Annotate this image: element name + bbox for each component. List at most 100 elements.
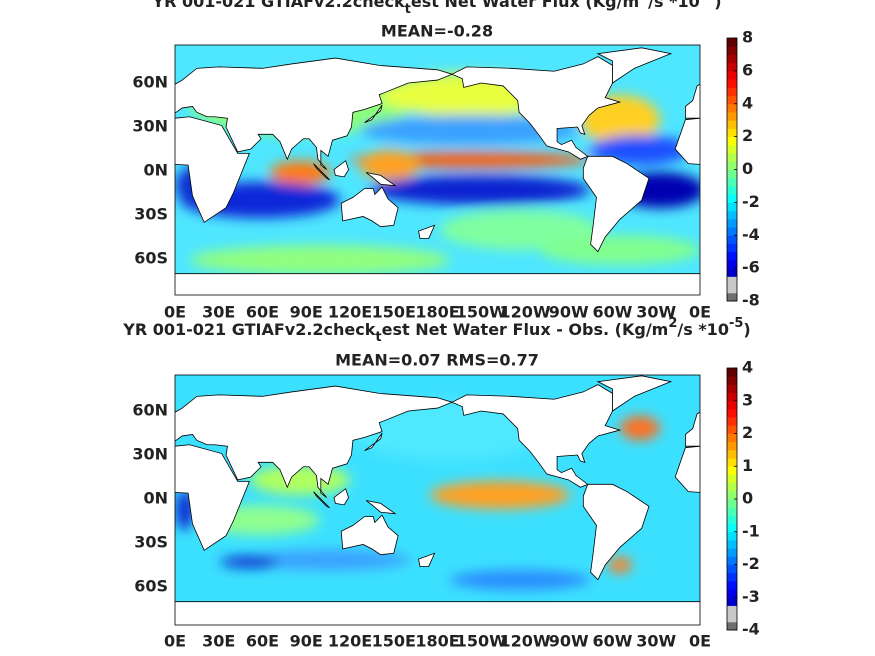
colorbar-band — [727, 120, 737, 129]
panel-title: YR 001-021 GTIAFv2.2checktest Net Water … — [151, 0, 721, 17]
colorbar-band — [727, 548, 737, 557]
title-part: 2 — [668, 316, 677, 331]
colorbar-band — [727, 597, 737, 606]
colorbar-band — [727, 70, 737, 80]
colorbar-band — [727, 482, 737, 492]
title-part: t — [405, 2, 411, 17]
lon-label: 30E — [202, 632, 235, 651]
lon-label: 90W — [549, 303, 589, 322]
colorbar-band — [727, 466, 737, 475]
colorbar-band — [727, 128, 737, 138]
lat-label: 60N — [132, 401, 168, 420]
colorbar-band — [727, 572, 737, 582]
colorbar-band — [727, 490, 737, 500]
lon-label: 0E — [164, 632, 186, 651]
lon-label: 90E — [290, 632, 323, 651]
colorbar-band — [727, 384, 737, 394]
colorbar-tick-label: -6 — [742, 258, 760, 277]
lon-label: 30W — [636, 632, 676, 651]
lat-label: 60S — [134, 249, 168, 268]
colorbar-band — [727, 235, 737, 244]
colorbar-band — [727, 417, 737, 426]
colorbar-band — [727, 210, 737, 220]
lon-label: 120E — [328, 632, 372, 651]
lat-label: 60N — [132, 73, 168, 92]
colorbar-band — [727, 507, 737, 516]
colorbar-band — [727, 161, 737, 170]
colorbar-band — [727, 202, 737, 212]
colorbar-band — [727, 400, 737, 410]
colorbar-tick-label: 4 — [742, 358, 753, 377]
colorbar-band — [727, 515, 737, 525]
colorbar-tick-label: -2 — [742, 192, 760, 211]
colorbar-band — [727, 54, 737, 64]
colorbar-band — [727, 259, 737, 269]
colorbar-tick-label: 8 — [742, 28, 753, 47]
lat-label: 30N — [132, 445, 168, 464]
colorbar-band — [727, 95, 737, 105]
colorbar-band — [727, 111, 737, 121]
colorbar-band — [727, 523, 737, 533]
colorbar-band — [727, 621, 737, 631]
colorbar-tick-label: -1 — [742, 521, 760, 540]
lon-label: 180E — [415, 632, 459, 651]
colorbar-band — [727, 62, 737, 72]
colorbar-band — [727, 474, 737, 484]
colorbar-tick-label: 0 — [742, 489, 753, 508]
colorbar-tick-label: -3 — [742, 587, 760, 606]
colorbar-tick-label: 4 — [742, 93, 753, 112]
title-part: est Net Water Flux (Kg/m — [411, 0, 639, 11]
title-part: est Net Water Flux - Obs. (Kg/m — [382, 320, 669, 339]
lon-label: 120W — [499, 303, 550, 322]
panel-subtitle: MEAN=0.07 RMS=0.77 — [335, 351, 539, 370]
colorbar-band — [727, 276, 737, 286]
colorbar-band — [727, 556, 737, 565]
colorbar-tick-label: -4 — [742, 620, 760, 639]
colorbar-tick-label: 0 — [742, 159, 753, 178]
colorbar-band — [727, 38, 737, 47]
colorbar-band — [727, 177, 737, 187]
colorbar-band — [727, 441, 737, 451]
colorbar-band — [727, 144, 737, 154]
colorbar-band — [727, 243, 737, 253]
colorbar-band — [727, 613, 737, 623]
colorbar-band — [727, 408, 737, 418]
lon-label: 150E — [372, 303, 416, 322]
colorbar-tick-label: 3 — [742, 390, 753, 409]
title-part: YR 001-021 GTIAFv2.2check — [151, 0, 405, 11]
colorbar-band — [727, 169, 737, 179]
colorbar-band — [727, 227, 737, 236]
colorbar-band — [727, 268, 737, 277]
colorbar-tick-label: 2 — [742, 126, 753, 145]
title-part: -5 — [729, 316, 743, 331]
panel-title: YR 001-021 GTIAFv2.2checktest Net Water … — [122, 316, 750, 345]
colorbar-tick-label: -8 — [742, 291, 760, 310]
colorbar-band — [727, 580, 737, 590]
colorbar-band — [727, 79, 737, 88]
title-part: ) — [714, 0, 721, 11]
colorbar-band — [727, 251, 737, 261]
lon-label: 90E — [290, 303, 323, 322]
colorbar-band — [727, 46, 737, 55]
colorbar-band — [727, 433, 737, 443]
lon-label: 0E — [689, 632, 711, 651]
lon-label: 30E — [202, 303, 235, 322]
lon-label: 60E — [246, 303, 279, 322]
lon-label: 150W — [456, 632, 507, 651]
map-panel — [174, 44, 701, 296]
colorbar-band — [727, 185, 737, 195]
colorbar-tick-label: 1 — [742, 456, 753, 475]
lon-label: 90W — [549, 632, 589, 651]
colorbar-band — [727, 539, 737, 549]
colorbar-band — [727, 458, 737, 467]
lon-label: 150E — [372, 632, 416, 651]
colorbar-band — [727, 153, 737, 162]
colorbar-band — [727, 376, 737, 385]
map-panel — [174, 374, 701, 626]
title-part: 2 — [639, 0, 648, 3]
colorbar-band — [727, 392, 737, 402]
colorbar-tick-label: 2 — [742, 423, 753, 442]
lat-label: 30S — [134, 205, 168, 224]
colorbar-tick-label: -4 — [742, 225, 760, 244]
lat-label: 0N — [143, 489, 168, 508]
